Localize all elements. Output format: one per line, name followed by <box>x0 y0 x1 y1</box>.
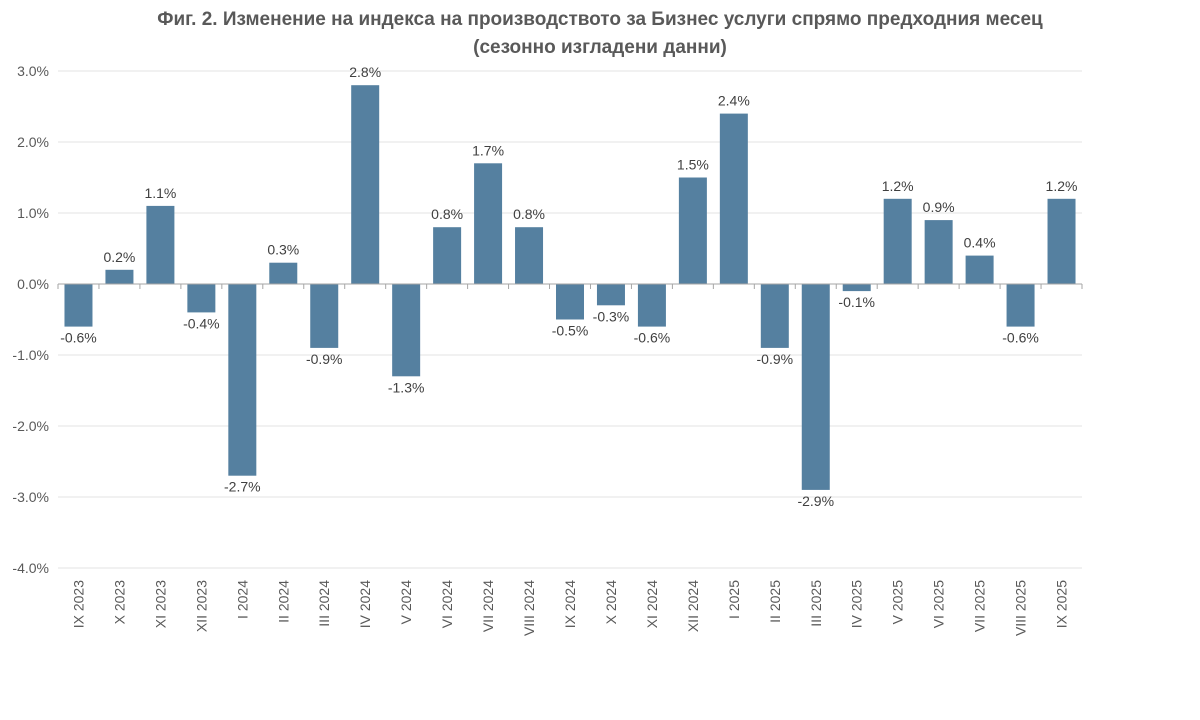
data-label: 1.5% <box>677 157 709 173</box>
bar <box>310 284 339 348</box>
x-tick-label: III 2024 <box>316 580 332 627</box>
x-tick-label: I 2024 <box>234 580 250 619</box>
data-label: 0.9% <box>923 199 955 215</box>
y-axis: 3.0% 2.0% 1.0% 0.0% -1.0% -2.0% -3.0% -4.0% <box>12 63 49 576</box>
chart-title: Фиг. 2. Изменение на индекса на производ… <box>0 6 1200 62</box>
y-tick-label: 2.0% <box>17 134 49 150</box>
data-label: -0.1% <box>838 294 875 310</box>
data-label: -2.7% <box>224 479 261 495</box>
y-tick-label: 1.0% <box>17 205 49 221</box>
chart-title-line-1: Фиг. 2. Изменение на индекса на производ… <box>157 9 1043 30</box>
x-tick-label: V 2024 <box>398 580 414 625</box>
x-tick-label: I 2025 <box>726 580 742 619</box>
data-label: 1.2% <box>882 178 914 194</box>
y-tick-label: 3.0% <box>17 63 49 79</box>
bar <box>392 284 421 377</box>
bar <box>760 284 789 348</box>
x-tick-label: II 2024 <box>275 580 291 623</box>
data-label: 0.2% <box>103 249 135 265</box>
x-tick-label: IV 2024 <box>357 580 373 628</box>
x-tick-label: X 2024 <box>603 580 619 625</box>
bar <box>801 284 830 490</box>
bar <box>678 177 707 284</box>
data-label: -2.9% <box>797 493 834 509</box>
data-label: -0.6% <box>634 330 671 346</box>
bar <box>351 85 380 284</box>
data-label: -0.3% <box>593 308 630 324</box>
bar <box>269 262 298 284</box>
x-tick-label: II 2025 <box>767 580 783 623</box>
data-label: -0.5% <box>552 323 589 339</box>
x-tick-label: VII 2025 <box>972 580 988 632</box>
x-tick-label: IV 2025 <box>849 580 865 628</box>
data-label: 0.8% <box>513 206 545 222</box>
data-label: 2.8% <box>349 64 381 80</box>
data-label: 2.4% <box>718 93 750 109</box>
y-tick-label: -2.0% <box>12 418 49 434</box>
data-label: 0.8% <box>431 206 463 222</box>
data-label: -0.6% <box>60 330 97 346</box>
data-label: 1.7% <box>472 142 504 158</box>
data-label: -0.9% <box>757 351 794 367</box>
bar <box>965 255 994 284</box>
bar <box>883 198 912 284</box>
x-tick-label: IX 2024 <box>562 580 578 628</box>
data-label: -0.6% <box>1002 330 1039 346</box>
chart-title-line-2: (сезонно изгладени данни) <box>473 37 727 58</box>
x-tick-label: VI 2025 <box>931 580 947 628</box>
x-tick-label: VIII 2024 <box>521 580 537 636</box>
data-labels: -0.6% 0.2% 1.1% -0.4% -2.7% 0.3% -0.9% 2.8% -1.3… <box>60 64 1077 509</box>
x-tick-label: XI 2023 <box>152 580 168 628</box>
x-axis: IX 2023 X 2023 XI 2023 XII 2023 I 2024 II 202… <box>70 580 1069 636</box>
x-tick-label: XI 2024 <box>644 580 660 628</box>
bar <box>228 284 257 476</box>
data-label: 1.1% <box>144 185 176 201</box>
y-tick-label: -4.0% <box>12 560 49 576</box>
bar-series <box>64 85 1076 490</box>
data-label: -0.4% <box>183 315 220 331</box>
x-tick-label: VII 2024 <box>480 580 496 632</box>
bar <box>1047 198 1076 284</box>
bar <box>64 284 93 327</box>
data-label: 1.2% <box>1046 178 1078 194</box>
y-tick-label: -3.0% <box>12 489 49 505</box>
bar <box>637 284 666 327</box>
bar <box>596 284 625 306</box>
bar <box>924 220 953 284</box>
y-tick-label: 0.0% <box>17 276 49 292</box>
x-tick-label: IX 2023 <box>70 580 86 628</box>
bar <box>187 284 216 313</box>
x-tick-label: VIII 2025 <box>1013 580 1029 636</box>
data-label: -1.3% <box>388 379 425 395</box>
x-tick-label: X 2023 <box>111 580 127 625</box>
x-tick-label: IX 2025 <box>1054 580 1070 628</box>
x-tick-label: VI 2024 <box>439 580 455 628</box>
bar <box>105 269 134 284</box>
x-tick-label: XII 2024 <box>685 580 701 632</box>
data-label: -0.9% <box>306 351 343 367</box>
bar <box>1006 284 1035 327</box>
data-label: 0.4% <box>964 235 996 251</box>
bar <box>842 284 871 292</box>
bar <box>719 113 748 284</box>
bar <box>433 227 462 284</box>
data-label: 0.3% <box>267 242 299 258</box>
bar <box>556 284 584 320</box>
zero-axis <box>57 283 1083 289</box>
x-tick-label: III 2025 <box>808 580 824 627</box>
x-tick-label: XII 2023 <box>193 580 209 632</box>
x-tick-label: V 2025 <box>890 580 906 625</box>
y-tick-label: -1.0% <box>12 347 49 363</box>
bar <box>474 163 503 284</box>
bar <box>146 205 175 284</box>
bar <box>515 227 544 284</box>
